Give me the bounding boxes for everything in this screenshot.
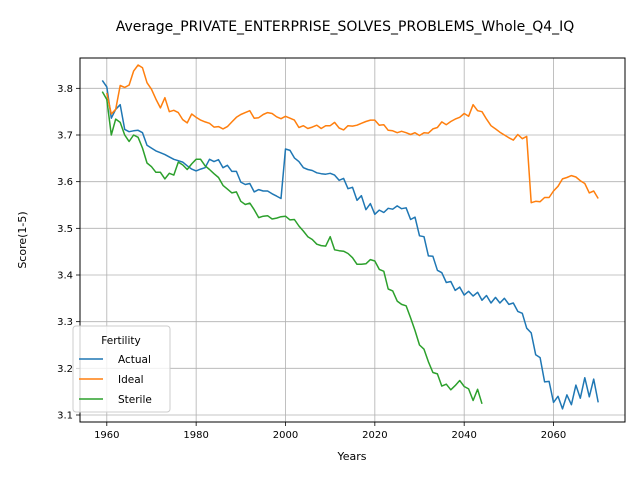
x-tick-label: 2020: [362, 430, 387, 441]
chart-title: Average_PRIVATE_ENTERPRISE_SOLVES_PROBLE…: [116, 19, 575, 35]
x-tick-label: 2060: [541, 430, 566, 441]
series-line-actual: [101, 79, 599, 410]
y-tick-label: 3.5: [57, 224, 73, 235]
y-tick-label: 3.7: [57, 131, 73, 142]
y-tick-label: 3.4: [57, 271, 73, 282]
x-axis-label: Years: [336, 450, 366, 463]
series-line-sterile: [101, 91, 483, 405]
x-tick-label: 2000: [273, 430, 298, 441]
x-tick-label: 1960: [94, 430, 119, 441]
x-tick-label: 1980: [183, 430, 208, 441]
y-tick-label: 3.1: [57, 411, 73, 422]
y-tick-label: 3.6: [57, 177, 73, 188]
legend-label-sterile: Sterile: [118, 394, 152, 406]
x-tick-label: 2040: [451, 430, 476, 441]
x-axis: 1960 1980 2000 2020 2040 2060: [94, 422, 566, 441]
series-line-ideal: [106, 64, 599, 204]
plot-area-frame: [79, 57, 626, 423]
legend-box: [72, 325, 171, 413]
legend-label-actual: Actual: [118, 354, 151, 366]
grid: [80, 58, 625, 422]
legend-label-ideal: Ideal: [118, 374, 144, 386]
y-axis: 3.1 3.2 3.3 3.4 3.5 3.6 3.7 3.8: [57, 84, 80, 422]
y-tick-label: 3.3: [57, 317, 73, 328]
y-tick-label: 3.8: [57, 84, 73, 95]
y-axis-label: Score(1-5): [16, 211, 29, 268]
y-tick-label: 3.2: [57, 364, 73, 375]
legend: Fertility Actual Ideal Sterile: [72, 325, 171, 413]
series-layer: [101, 64, 599, 410]
legend-title: Fertility: [101, 335, 140, 347]
